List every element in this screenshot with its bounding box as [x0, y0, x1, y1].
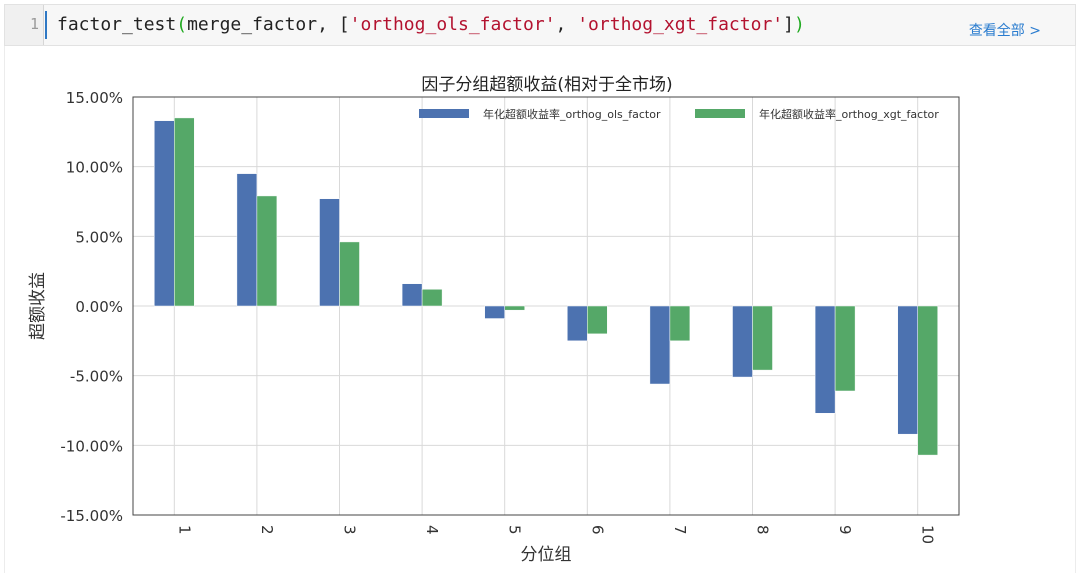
bar-chart: 因子分组超额收益(相对于全市场) 15.00% 10.00% 5.00% 0.00% -… — [28, 75, 960, 565]
code-function-name: factor_test — [57, 14, 177, 35]
bar-series2-group-6 — [587, 305, 608, 335]
bar-series1-group-2 — [236, 173, 258, 307]
bar-series1-group-10 — [897, 305, 918, 435]
legend-label: 年化超额收益率_orthog_ols_factor — [483, 107, 661, 121]
y-tick-label: -10.00% — [60, 437, 123, 455]
y-axis-ticks: 15.00% 10.00% 5.00% 0.00% -5.00% -10.00% -15.0… — [60, 89, 123, 525]
legend-label: 年化超额收益率_orthog_xgt_factor — [759, 107, 939, 121]
bar-series2-group-3 — [339, 241, 360, 307]
x-tick-label: 9 — [836, 525, 854, 535]
x-axis-label: 分位组 — [521, 545, 572, 565]
view-all-link[interactable]: 查看全部 > — [968, 23, 1041, 39]
bar-series2-group-9 — [834, 305, 856, 392]
chart-legend: 年化超额收益率_orthog_ols_factor 年化超额收益率_orthog_… — [419, 107, 939, 121]
bar-series2-group-2 — [256, 195, 278, 307]
code-input[interactable]: 1 factor_test(merge_factor, ['orthog_ols… — [4, 4, 1076, 46]
x-tick-label: 10 — [919, 525, 937, 544]
x-tick-label: 6 — [588, 525, 606, 535]
x-tick-label: 2 — [258, 525, 276, 535]
y-tick-label: 0.00% — [75, 298, 123, 316]
x-tick-label: 7 — [671, 525, 689, 535]
bar-series1-group-5 — [484, 305, 505, 319]
x-axis-ticks: 1 2 3 4 5 6 7 8 9 10 — [175, 525, 936, 544]
chart-bars — [154, 117, 938, 456]
code-string-ols: 'orthog_ols_factor' — [349, 14, 556, 35]
x-tick-label: 8 — [754, 525, 772, 535]
code-separator: , — [555, 14, 578, 35]
active-line-indicator — [45, 11, 47, 39]
bar-series1-group-9 — [814, 305, 836, 414]
bar-series2-group-1 — [174, 117, 195, 307]
line-number: 1 — [29, 15, 39, 33]
bar-series2-group-4 — [421, 289, 443, 307]
bar-series1-group-1 — [154, 120, 175, 307]
bar-series1-group-6 — [567, 305, 588, 342]
bar-series2-group-7 — [669, 305, 691, 342]
code-args: merge_factor, [ — [187, 14, 350, 35]
y-tick-label: -15.00% — [60, 507, 123, 525]
y-tick-label: -5.00% — [70, 368, 123, 386]
y-tick-label: 5.00% — [75, 228, 123, 246]
y-tick-label: 15.00% — [66, 89, 123, 107]
code-close-bracket: ] — [783, 14, 794, 35]
bar-series1-group-7 — [649, 305, 671, 385]
legend-swatch — [419, 109, 469, 118]
x-tick-label: 4 — [423, 525, 441, 535]
code-close-paren: ) — [793, 14, 805, 35]
chart-title: 因子分组超额收益(相对于全市场) — [421, 75, 672, 95]
bar-series1-group-8 — [732, 305, 753, 378]
bar-series2-group-5 — [504, 305, 525, 311]
code-open-paren: ( — [176, 14, 188, 35]
y-axis-label: 超额收益 — [28, 272, 48, 340]
bar-series1-group-3 — [319, 198, 340, 307]
x-tick-label: 5 — [506, 525, 524, 535]
legend-swatch — [695, 109, 745, 118]
bar-series1-group-4 — [401, 283, 423, 307]
plot-frame — [132, 96, 960, 516]
bar-series2-group-10 — [917, 305, 938, 456]
line-gutter: 1 — [5, 5, 44, 45]
x-tick-label: 1 — [175, 525, 193, 535]
x-tick-label: 3 — [341, 525, 359, 535]
code-line[interactable]: factor_test(merge_factor, ['orthog_ols_f… — [57, 14, 805, 35]
output-area: 因子分组超额收益(相对于全市场) 15.00% 10.00% 5.00% 0.00% -… — [4, 46, 1076, 573]
y-tick-label: 10.00% — [66, 159, 123, 177]
bar-series2-group-8 — [752, 305, 773, 371]
code-string-xgt: 'orthog_xgt_factor' — [577, 14, 784, 35]
